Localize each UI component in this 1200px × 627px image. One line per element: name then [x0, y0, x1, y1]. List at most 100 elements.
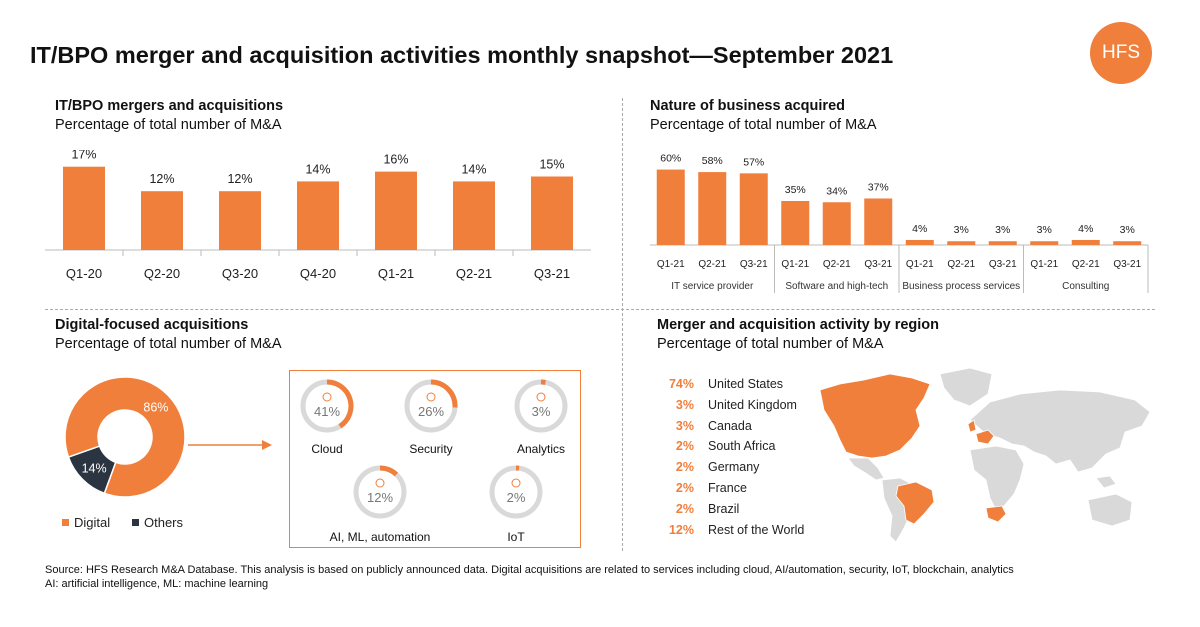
- bar-chart-icon: [536, 392, 546, 402]
- tick-label: Q2-21: [947, 259, 975, 270]
- cloud-icon: [322, 392, 332, 402]
- ring-name: AI, ML, automation: [330, 530, 431, 544]
- panel2-title: Nature of business acquired: [650, 98, 845, 114]
- region-pct: 2%: [675, 460, 694, 475]
- region-name: Brazil: [708, 501, 740, 516]
- panel4-title: Merger and acquisition activity by regio…: [657, 317, 940, 333]
- map-brazil: [895, 481, 935, 525]
- bar-label: 3%: [954, 224, 969, 236]
- business-nature-bar-chart: 60% Q1-21 58% Q2-21 57% Q3-21 IT service provi…: [650, 153, 1149, 293]
- tick-label: Q1-21: [781, 259, 809, 270]
- bar-label: 58%: [702, 155, 723, 167]
- tick-label: Q4-20: [300, 266, 336, 281]
- tick-label: Q2-21: [1072, 259, 1100, 270]
- tick-label: Q1-21: [906, 259, 934, 270]
- tick-label: Q3-20: [222, 266, 258, 281]
- digital-breakdown-rings: 41% Cloud 26% Security 3% Analytics 12% AI, ML,…: [300, 379, 568, 544]
- ring-value: 26%: [418, 404, 444, 419]
- world-map: [820, 367, 1151, 543]
- bar-IT service provider-Q3-21: [739, 173, 768, 245]
- vertical-divider: [622, 98, 623, 551]
- region-pct: 2%: [675, 439, 694, 454]
- ring-AI, ML, automation: [379, 465, 399, 477]
- ring-value: 3%: [532, 404, 551, 419]
- shield-icon: [426, 392, 436, 402]
- bar-Q1-21: [375, 171, 417, 250]
- tick-label: Q3-21: [989, 259, 1017, 270]
- map-sea-islands: [1095, 475, 1117, 489]
- ring-name: IoT: [507, 530, 525, 544]
- map-eurasia: [969, 389, 1151, 473]
- legend-swatch-digital: [62, 519, 69, 526]
- region-pct: 74%: [668, 377, 694, 391]
- tick-label: Q3-21: [1113, 259, 1141, 270]
- region-pct: 2%: [675, 481, 694, 495]
- bar-Software and high-tech-Q1-21: [781, 201, 810, 245]
- bar-Business process services-Q3-21: [988, 241, 1017, 245]
- network-icon: [511, 478, 521, 488]
- group-label: Software and high-tech: [785, 281, 888, 292]
- bar-Q4-20: [297, 181, 339, 250]
- tick-label: Q1-21: [1030, 259, 1058, 270]
- ring-value: 2%: [507, 490, 526, 505]
- region-list: 74% United States 3% United Kingdom 3% Canada…: [650, 377, 850, 547]
- footnote-source: Source: HFS Research M&A Database. This …: [45, 564, 1014, 576]
- panel1-subtitle: Percentage of total number of M&A: [55, 117, 282, 133]
- ring-value: 41%: [314, 404, 340, 419]
- legend-digital: Digital: [74, 515, 110, 530]
- bar-label: 3%: [1120, 224, 1135, 236]
- panel1-title: IT/BPO mergers and acquisitions: [55, 98, 284, 114]
- ring-name: Analytics: [517, 442, 565, 456]
- ring-name: Cloud: [311, 442, 342, 456]
- bar-label: 12%: [149, 172, 174, 186]
- tick-label: Q2-21: [823, 259, 851, 270]
- bar-Q1-20: [63, 166, 105, 250]
- bar-Q3-20: [219, 191, 261, 250]
- region-pct: 3%: [675, 418, 694, 433]
- tick-label: Q1-21: [657, 259, 685, 270]
- mna-quarterly-bar-chart: 17% Q1-20 12% Q2-20 12% Q3-20 14% Q4-20 16% Q1-21…: [45, 150, 591, 281]
- region-pct: 2%: [675, 501, 694, 516]
- hfs-logo: HFS: [1090, 22, 1152, 84]
- bar-Consulting-Q1-21: [1030, 241, 1059, 245]
- panel3-title: Digital-focused acquisitions: [55, 317, 249, 333]
- bar-Q2-21: [453, 181, 495, 250]
- bar-IT service provider-Q2-21: [698, 172, 727, 245]
- map-north-america: [820, 373, 931, 459]
- bar-label: 34%: [826, 185, 847, 197]
- region-name: France: [708, 481, 747, 495]
- ring-name: Security: [409, 442, 452, 456]
- bar-label: 4%: [1078, 223, 1093, 235]
- map-france-germany: [975, 429, 995, 445]
- bar-label: 16%: [383, 153, 408, 167]
- bar-label: 60%: [660, 153, 681, 165]
- digital-donut-chart: 14% 86% Digital Others: [62, 376, 272, 530]
- donut-slice-Digital: [64, 376, 186, 498]
- bar-Consulting-Q2-21: [1071, 239, 1100, 245]
- bar-Q2-20: [141, 191, 183, 250]
- tick-label: Q2-20: [144, 266, 180, 281]
- tick-label: Q3-21: [534, 266, 570, 281]
- bar-Software and high-tech-Q2-21: [822, 202, 851, 245]
- legend-others: Others: [144, 515, 184, 530]
- map-australia: [1087, 493, 1133, 527]
- bar-label: 12%: [227, 172, 252, 186]
- map-uk: [967, 419, 977, 433]
- map-mexico: [847, 457, 885, 481]
- page-title: IT/BPO merger and acquisition activities…: [30, 42, 894, 68]
- ring-Cloud: [326, 379, 354, 429]
- group-label: IT service provider: [671, 281, 754, 292]
- bar-label: 14%: [305, 162, 330, 176]
- tick-label: Q2-21: [698, 259, 726, 270]
- region-name: Canada: [708, 418, 752, 433]
- region-name: United Kingdom: [708, 397, 797, 412]
- bar-label: 3%: [995, 224, 1010, 236]
- region-name: Germany: [708, 460, 760, 475]
- group-label: Business process services: [902, 281, 1020, 292]
- group-label: Consulting: [1062, 281, 1109, 292]
- bar-label: 14%: [461, 162, 486, 176]
- bar-Software and high-tech-Q3-21: [864, 198, 893, 245]
- tick-label: Q1-20: [66, 266, 102, 281]
- tick-label: Q2-21: [456, 266, 492, 281]
- bar-label: 57%: [743, 156, 764, 168]
